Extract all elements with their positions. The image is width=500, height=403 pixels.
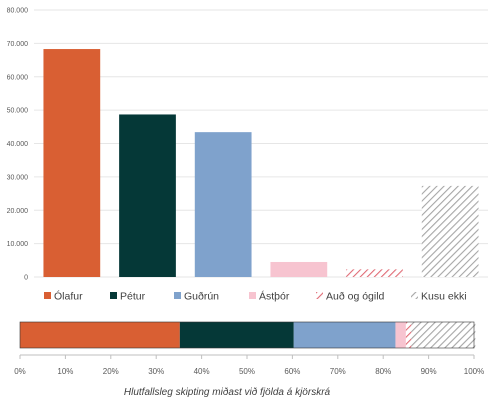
pct-tick-label: 50% — [239, 367, 255, 376]
y-tick-label: 60.000 — [7, 74, 29, 81]
pct-tick-label: 70% — [330, 367, 346, 376]
pct-tick-label: 80% — [375, 367, 391, 376]
y-tick-label: 50.000 — [7, 108, 29, 115]
percentage-axis: 0% 10% 20% 30% 40% 50% 60% 70% 80% 90% 100% — [14, 354, 484, 376]
bar-4 — [346, 269, 403, 277]
pct-tick-label: 60% — [284, 367, 300, 376]
legend-label: Ástþór — [259, 290, 290, 303]
pct-tick-label: 100% — [464, 367, 484, 376]
y-tick-label: 0 — [24, 275, 28, 282]
y-tick-label: 10.000 — [7, 241, 29, 248]
legend-label: Ólafur — [54, 290, 83, 303]
legend-swatch — [44, 292, 51, 299]
legend-swatch — [411, 292, 418, 299]
stack-segment-2 — [293, 322, 396, 348]
legend-label: Guðrún — [184, 291, 219, 303]
pct-tick-label: 90% — [421, 367, 437, 376]
legend-label: Pétur — [120, 291, 146, 303]
pct-tick-label: 40% — [194, 367, 210, 376]
legend-swatch — [110, 292, 117, 299]
bar-2 — [194, 132, 252, 277]
legend-swatch — [174, 292, 181, 299]
legend-swatch — [316, 292, 323, 299]
stack-outline — [19, 321, 475, 349]
percentage-stacked-bar — [19, 321, 476, 349]
y-tick-label: 80.000 — [7, 8, 29, 15]
bar-1 — [119, 114, 176, 278]
legend-label: Auð og ógild — [326, 291, 385, 303]
gridlines — [34, 9, 488, 278]
pct-tick-label: 10% — [57, 367, 73, 376]
y-tick-label: 20.000 — [7, 208, 29, 215]
pct-tick-label: 30% — [148, 367, 164, 376]
bar-0 — [43, 49, 101, 277]
stack-segment-0 — [20, 322, 180, 348]
stack-segment-1 — [179, 322, 294, 348]
y-tick-label: 70.000 — [7, 41, 29, 48]
pct-tick-label: 20% — [103, 367, 119, 376]
bar-5 — [421, 185, 479, 277]
stack-segment-4 — [405, 322, 412, 348]
legend-label: Kusu ekki — [421, 291, 467, 303]
legend-swatch — [249, 292, 256, 299]
y-axis-ticks: 0 10.000 20.000 30.000 40.000 50.000 60.000 70.… — [7, 8, 29, 282]
stack-segment-3 — [395, 322, 406, 348]
y-tick-label: 30.000 — [7, 174, 29, 181]
vote-bars — [43, 49, 479, 278]
legend: Ólafur Pétur Guðrún Ástþór Auð og ógild Kusu … — [44, 290, 467, 303]
pct-tick-label: 0% — [14, 367, 26, 376]
x-axis-caption: Hlutfallsleg skipting miðast við fjölda … — [124, 387, 331, 398]
stack-segment-5 — [411, 322, 476, 348]
y-tick-label: 40.000 — [7, 141, 29, 148]
bar-3 — [270, 261, 328, 277]
